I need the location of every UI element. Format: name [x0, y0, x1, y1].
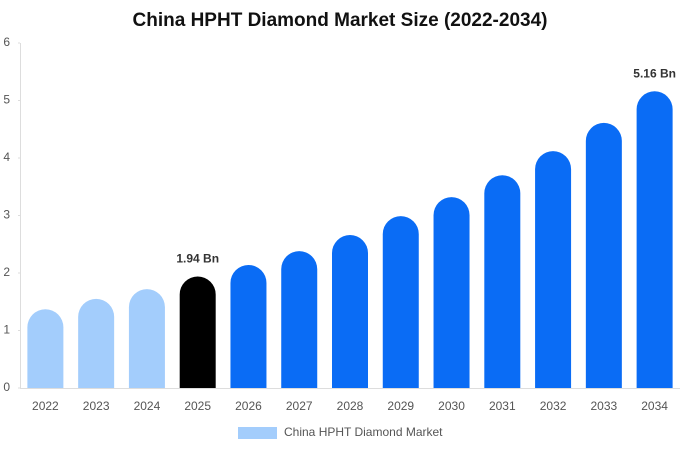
bar	[27, 309, 64, 388]
legend-swatch	[238, 427, 277, 439]
bar	[535, 151, 572, 388]
x-tick-label: 2030	[438, 399, 465, 413]
x-tick-label: 2024	[134, 399, 161, 413]
bar	[585, 122, 622, 389]
x-tick-label: 2026	[235, 399, 262, 413]
value-label: 5.16 Bn	[633, 66, 676, 80]
x-tick-label: 2034	[641, 399, 668, 413]
bar	[78, 298, 115, 388]
y-tick-label: 6	[3, 35, 10, 49]
x-tick-label: 2032	[540, 399, 567, 413]
y-tick-label: 5	[3, 93, 10, 107]
bar	[433, 197, 470, 388]
x-tick-label: 2033	[590, 399, 617, 413]
legend-label: China HPHT Diamond Market	[284, 425, 443, 439]
y-tick-label: 3	[3, 208, 10, 222]
x-tick-label: 2023	[83, 399, 110, 413]
y-tick-label: 4	[3, 150, 10, 164]
y-tick-label: 0	[3, 380, 10, 394]
bar	[179, 276, 216, 388]
x-tick-label: 2028	[337, 399, 364, 413]
x-tick-label: 2031	[489, 399, 516, 413]
chart-title: China HPHT Diamond Market Size (2022-203…	[133, 10, 548, 31]
bar	[484, 175, 521, 388]
bar	[332, 235, 368, 388]
bar	[281, 251, 318, 388]
bar	[230, 264, 267, 388]
bar	[382, 216, 419, 388]
x-tick-label: 2029	[387, 399, 414, 413]
bar	[636, 91, 673, 389]
x-tick-label: 2022	[32, 399, 59, 413]
x-tick-label: 2025	[184, 399, 211, 413]
x-tick-label: 2027	[286, 399, 313, 413]
y-tick-label: 2	[3, 265, 10, 279]
bar	[128, 289, 165, 388]
value-label: 1.94 Bn	[176, 252, 219, 266]
y-tick-label: 1	[3, 323, 10, 337]
